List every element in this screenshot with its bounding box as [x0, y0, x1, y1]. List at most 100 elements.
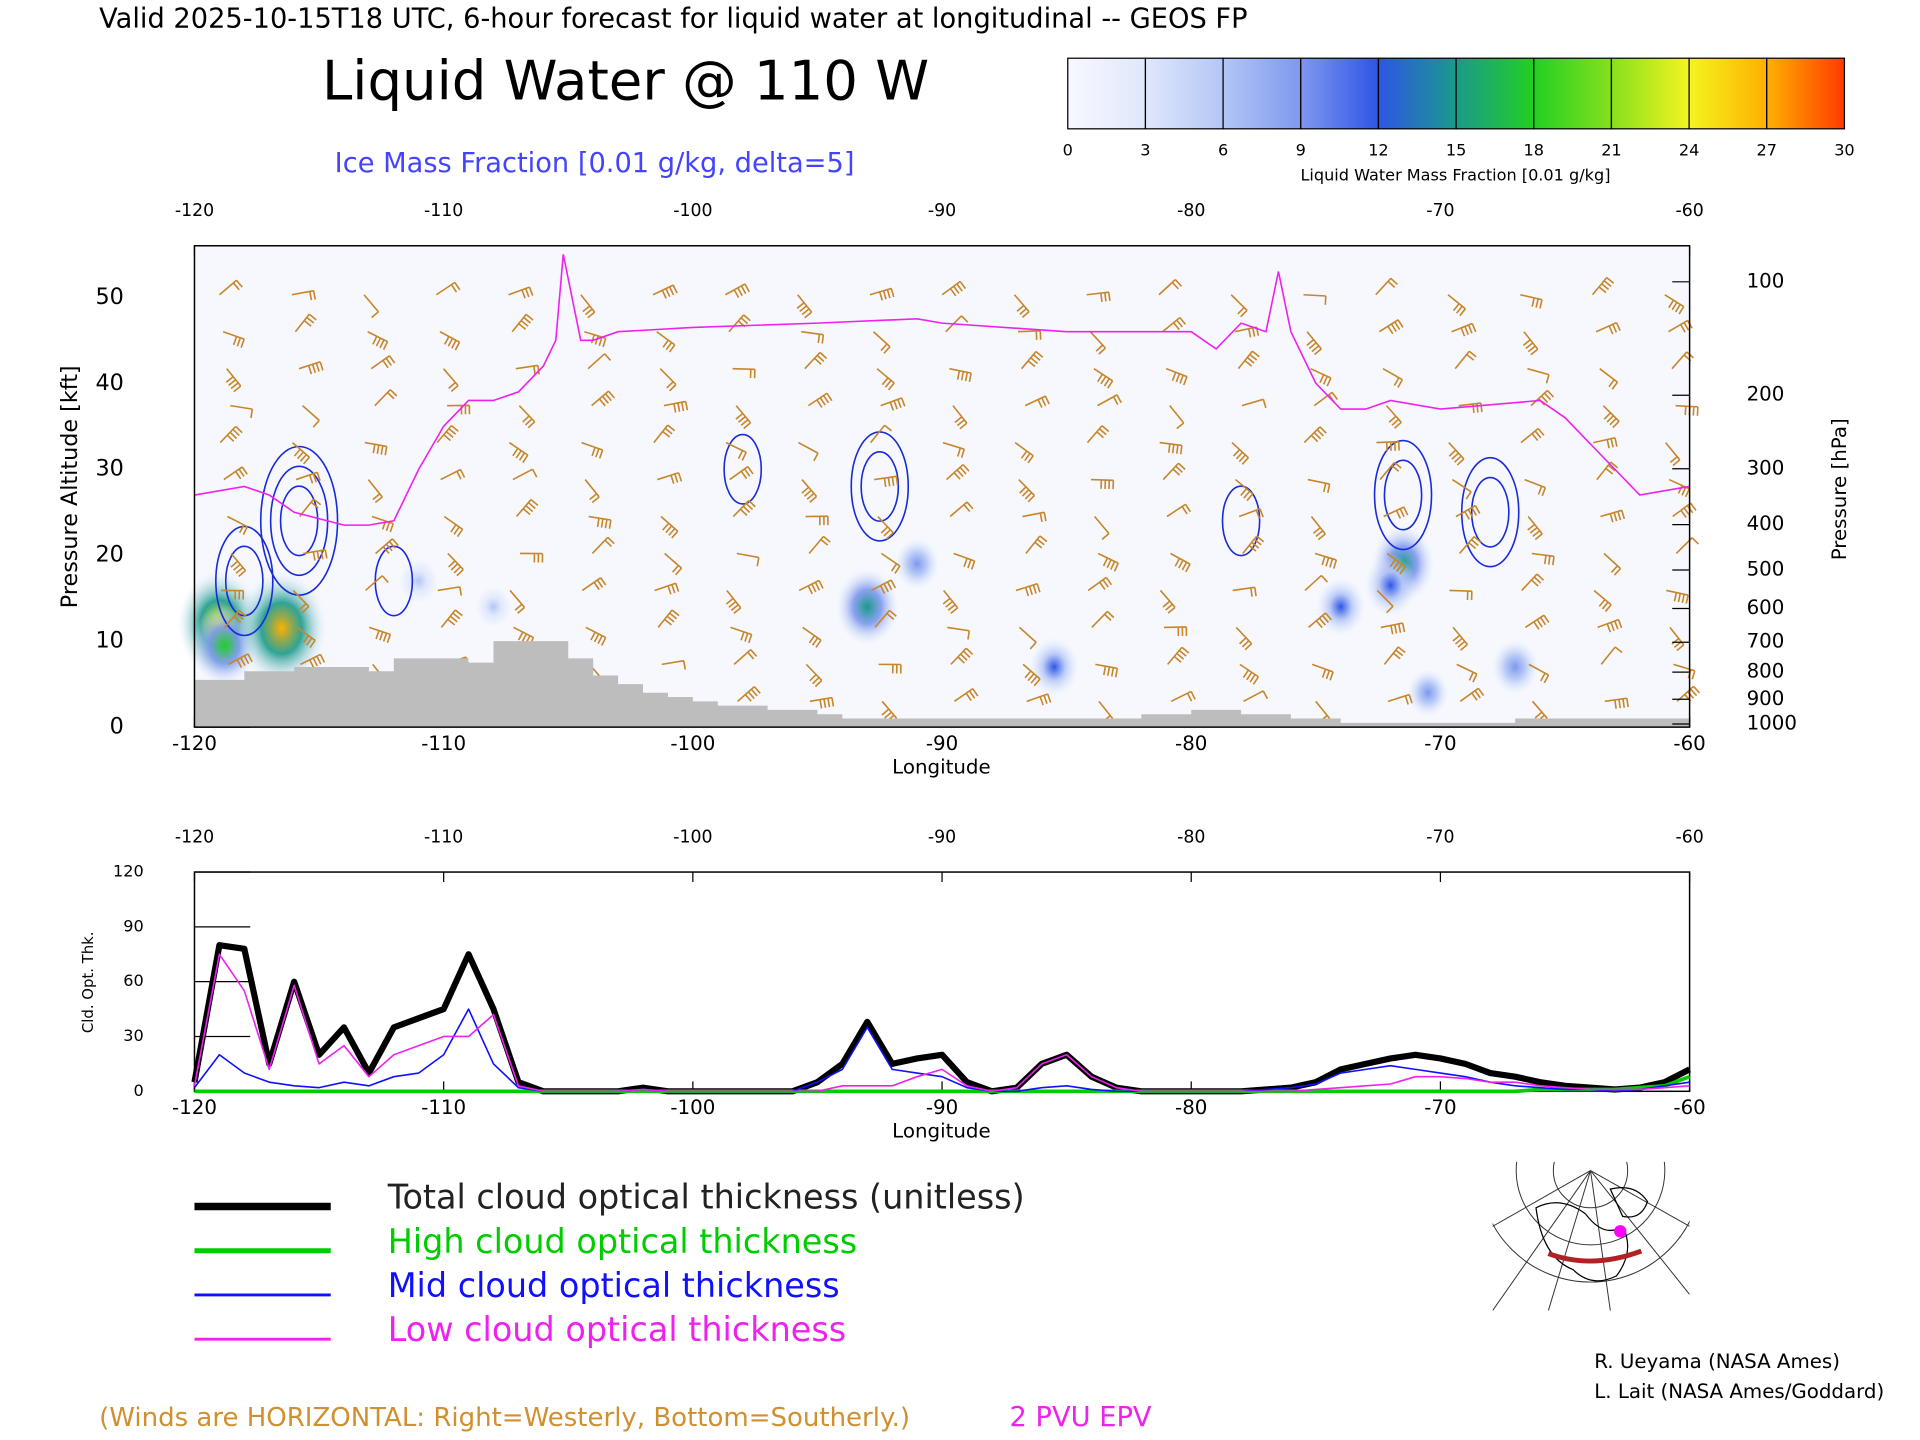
- epv-label: 2 PVU EPV: [1010, 1402, 1152, 1433]
- wind-barb: [1013, 294, 1030, 318]
- wind-barb: [1379, 461, 1402, 481]
- wind-barb: [802, 626, 822, 648]
- wind-barb: [1452, 626, 1469, 651]
- wind-barb: [652, 284, 678, 299]
- wind-barb: [587, 353, 612, 370]
- wind-barb: [375, 538, 399, 555]
- colorbar-tick-label: 9: [1296, 141, 1306, 160]
- wind-barb: [512, 468, 538, 481]
- colorbar-tick-label: 0: [1063, 141, 1073, 160]
- wind-barb: [370, 355, 396, 370]
- wind-barb: [736, 552, 760, 567]
- wind-barb: [1375, 277, 1398, 296]
- x-tick-label: -70: [1424, 732, 1456, 755]
- y-tick-label: 20: [96, 542, 124, 568]
- wind-barb: [730, 626, 753, 644]
- wind-barb: [1451, 322, 1477, 337]
- wind-barb: [1522, 331, 1539, 356]
- y-tick-label: 90: [123, 916, 143, 935]
- wind-barb: [1458, 536, 1482, 555]
- wind-barb: [371, 515, 394, 533]
- wind-barb: [364, 441, 388, 456]
- wind-barb: [950, 647, 974, 665]
- x-tick-label: -60: [1673, 732, 1705, 755]
- credit: L. Lait (NASA Ames/Goddard): [1594, 1380, 1884, 1403]
- wind-barb: [303, 548, 328, 561]
- wind-barb: [1600, 646, 1623, 665]
- wind-barb: [291, 441, 311, 465]
- colorbar-segment: [1533, 57, 1613, 130]
- wind-barb: [725, 589, 742, 615]
- ice-contour-inner: [860, 450, 900, 522]
- wind-barb: [1524, 478, 1547, 497]
- epv-line: [194, 254, 1690, 526]
- wind-barb: [1022, 663, 1041, 687]
- legend-label: High cloud optical thickness: [388, 1222, 857, 1261]
- wind-barb: [1238, 507, 1264, 519]
- x-tick-label: -90: [926, 732, 958, 755]
- wind-barb: [1086, 291, 1111, 302]
- x-top-tick-label: -110: [424, 827, 463, 847]
- wind-barb: [447, 404, 471, 415]
- wind-barb: [443, 515, 464, 538]
- wind-barb: [1306, 331, 1322, 356]
- y-tick-label: 0: [110, 714, 124, 740]
- wind-barb: [1449, 589, 1473, 601]
- ice-contour-inner: [1470, 476, 1510, 548]
- x-top-tick-label: -80: [1177, 201, 1205, 221]
- x-tick-label: -100: [670, 732, 715, 755]
- wind-barb: [295, 471, 321, 484]
- wind-barb: [805, 515, 829, 526]
- wind-barb: [801, 330, 825, 344]
- wind-barb: [659, 368, 677, 392]
- wind-barb: [220, 589, 245, 600]
- wind-barb: [511, 313, 534, 333]
- wind-barb: [1097, 394, 1122, 407]
- y2-tick-label: 600: [1747, 596, 1785, 619]
- wind-barb: [1600, 509, 1626, 523]
- wind-barb: [872, 331, 891, 354]
- colorbar-tick-label: 6: [1218, 141, 1228, 160]
- wind-barb: [1314, 552, 1338, 569]
- wind-barb: [1094, 516, 1110, 540]
- wind-barb: [874, 475, 899, 488]
- wind-barb: [508, 441, 529, 463]
- wind-barb: [1087, 576, 1113, 592]
- wind-barb: [588, 515, 612, 529]
- y-tick-label: 30: [96, 456, 124, 482]
- wind-barb: [1091, 610, 1115, 628]
- wind-barb: [664, 552, 683, 576]
- wind-barb: [657, 609, 680, 628]
- y2-tick-label: 800: [1747, 660, 1785, 683]
- y-tick-label: 30: [123, 1026, 143, 1045]
- wind-barb: [508, 286, 534, 299]
- y-tick-label: 10: [96, 628, 124, 654]
- wind-barb: [733, 649, 758, 665]
- liquid-water-cell: [399, 559, 438, 603]
- colorbar-label: Liquid Water Mass Fraction [0.01 g/kg]: [1300, 165, 1610, 184]
- wind-barb: [227, 515, 249, 535]
- colorbar-segment: [1455, 57, 1535, 130]
- wind-barb: [1527, 516, 1543, 541]
- wind-barb: [949, 367, 972, 383]
- wind-barb: [1385, 405, 1402, 429]
- wind-barb: [515, 364, 540, 375]
- wind-barb: [654, 582, 680, 595]
- wind-barb: [945, 463, 970, 481]
- x-tick-label: -120: [172, 732, 217, 755]
- wind-barb: [1303, 293, 1327, 305]
- wind-barb: [952, 405, 968, 430]
- wind-barb: [732, 367, 756, 379]
- wind-barb: [808, 535, 831, 555]
- y-axis-label: Pressure Altitude [kft]: [57, 365, 83, 608]
- wind-barb: [1097, 552, 1120, 572]
- wind-barb: [1020, 350, 1044, 370]
- wind-barb: [230, 404, 254, 419]
- y-tick-label: 50: [96, 284, 124, 310]
- wind-barb: [1664, 294, 1685, 315]
- legend-label: Mid cloud optical thickness: [388, 1266, 840, 1305]
- wind-barb: [1307, 478, 1331, 494]
- liquid-water-cell: [1491, 639, 1539, 695]
- wind-barb: [735, 405, 752, 430]
- y2-tick-label: 100: [1747, 269, 1785, 292]
